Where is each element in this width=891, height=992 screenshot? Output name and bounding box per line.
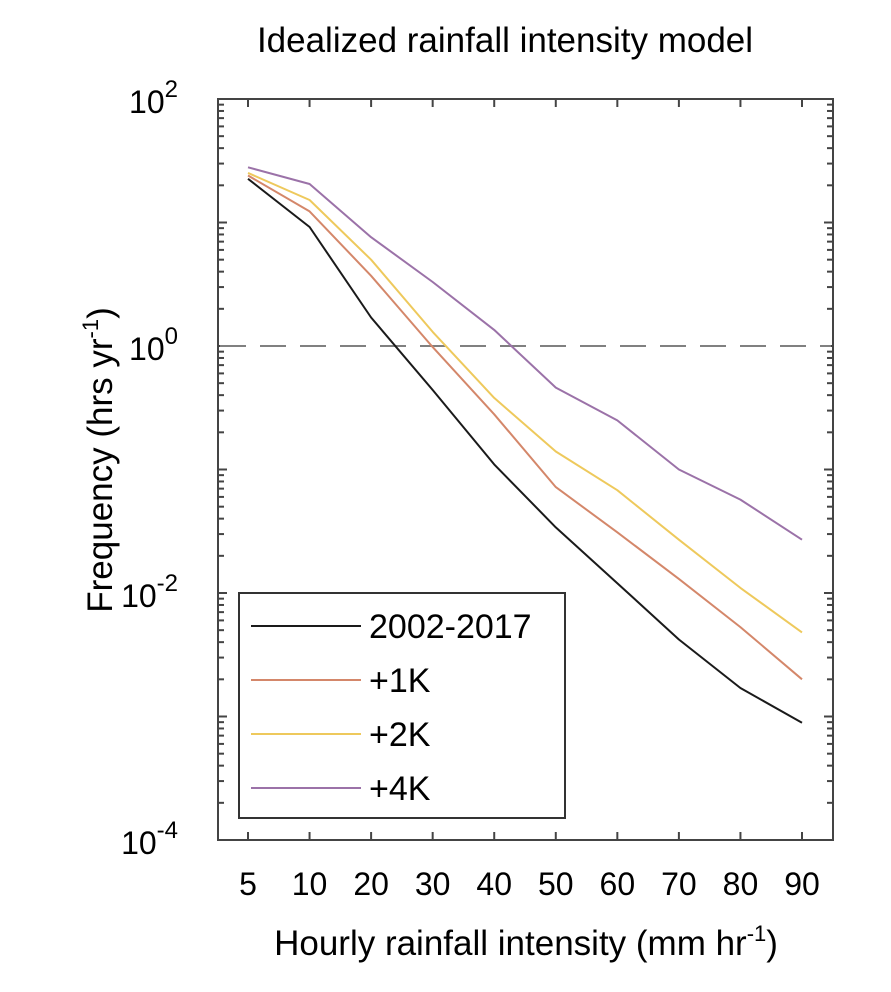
y-tick-label: 102: [129, 76, 178, 120]
legend-label: +1K: [369, 662, 431, 700]
chart-title: Idealized rainfall intensity model: [257, 21, 753, 60]
series-line-2k: [247, 171, 803, 634]
x-tick-label: 60: [600, 866, 636, 902]
x-tick-labels: 5 10 20 30 40 50 60 70 80 90: [239, 866, 820, 902]
x-axis-label: Hourly rainfall intensity (mm hr-1): [274, 921, 778, 963]
legend-box: [238, 592, 566, 819]
y-tick-exponent: 2: [165, 76, 178, 103]
legend: 2002-2017 +1K +2K +4K: [238, 592, 566, 819]
x-tick-label: 5: [239, 866, 257, 902]
x-tick-label: 10: [292, 866, 328, 902]
minor-ticks: [218, 103, 833, 841]
y-axis-label: Frequency (hrs yr-1): [78, 307, 120, 612]
x-tick-label: 70: [661, 866, 697, 902]
series-line-4k: [247, 166, 803, 541]
x-axis-label-text: Hourly rainfall intensity (mm hr: [274, 924, 747, 963]
x-axis-label-sup: -1: [747, 921, 767, 946]
y-axis-label-text: Frequency (hrs yr: [81, 338, 120, 613]
x-tick-label: 30: [415, 866, 451, 902]
y-tick-label: 100: [129, 323, 178, 367]
series-lines: [247, 166, 803, 724]
x-tick-label: 80: [723, 866, 759, 902]
y-axis-label-end: ): [81, 307, 120, 319]
y-tick-exponent: 0: [165, 323, 178, 350]
series-line-2002-2017: [247, 178, 803, 724]
legend-entry: +1K: [251, 662, 431, 700]
y-tick-label: 10-2: [121, 570, 178, 614]
y-tick-exponent: -4: [157, 817, 178, 844]
legend-entry: 2002-2017: [251, 608, 532, 646]
x-tick-label: 40: [476, 866, 512, 902]
series-line-1k: [247, 174, 803, 681]
y-tick-base: 10: [121, 825, 157, 861]
legend-label: +2K: [369, 716, 431, 754]
y-axis-label-sup: -1: [78, 319, 103, 339]
x-tick-label: 90: [784, 866, 820, 902]
y-tick-label: 10-4: [121, 817, 178, 861]
legend-entry: +4K: [251, 770, 431, 808]
y-tick-base: 10: [129, 331, 165, 367]
y-tick-base: 10: [121, 578, 157, 614]
legend-entry: +2K: [251, 716, 431, 754]
x-axis-label-end: ): [766, 924, 778, 963]
y-tick-exponent: -2: [157, 570, 178, 597]
x-tick-label: 50: [538, 866, 574, 902]
legend-label: 2002-2017: [369, 608, 532, 646]
x-tick-label: 20: [353, 866, 389, 902]
y-tick-base: 10: [129, 84, 165, 120]
x-ticks: [247, 99, 803, 840]
legend-label: +4K: [369, 770, 431, 808]
